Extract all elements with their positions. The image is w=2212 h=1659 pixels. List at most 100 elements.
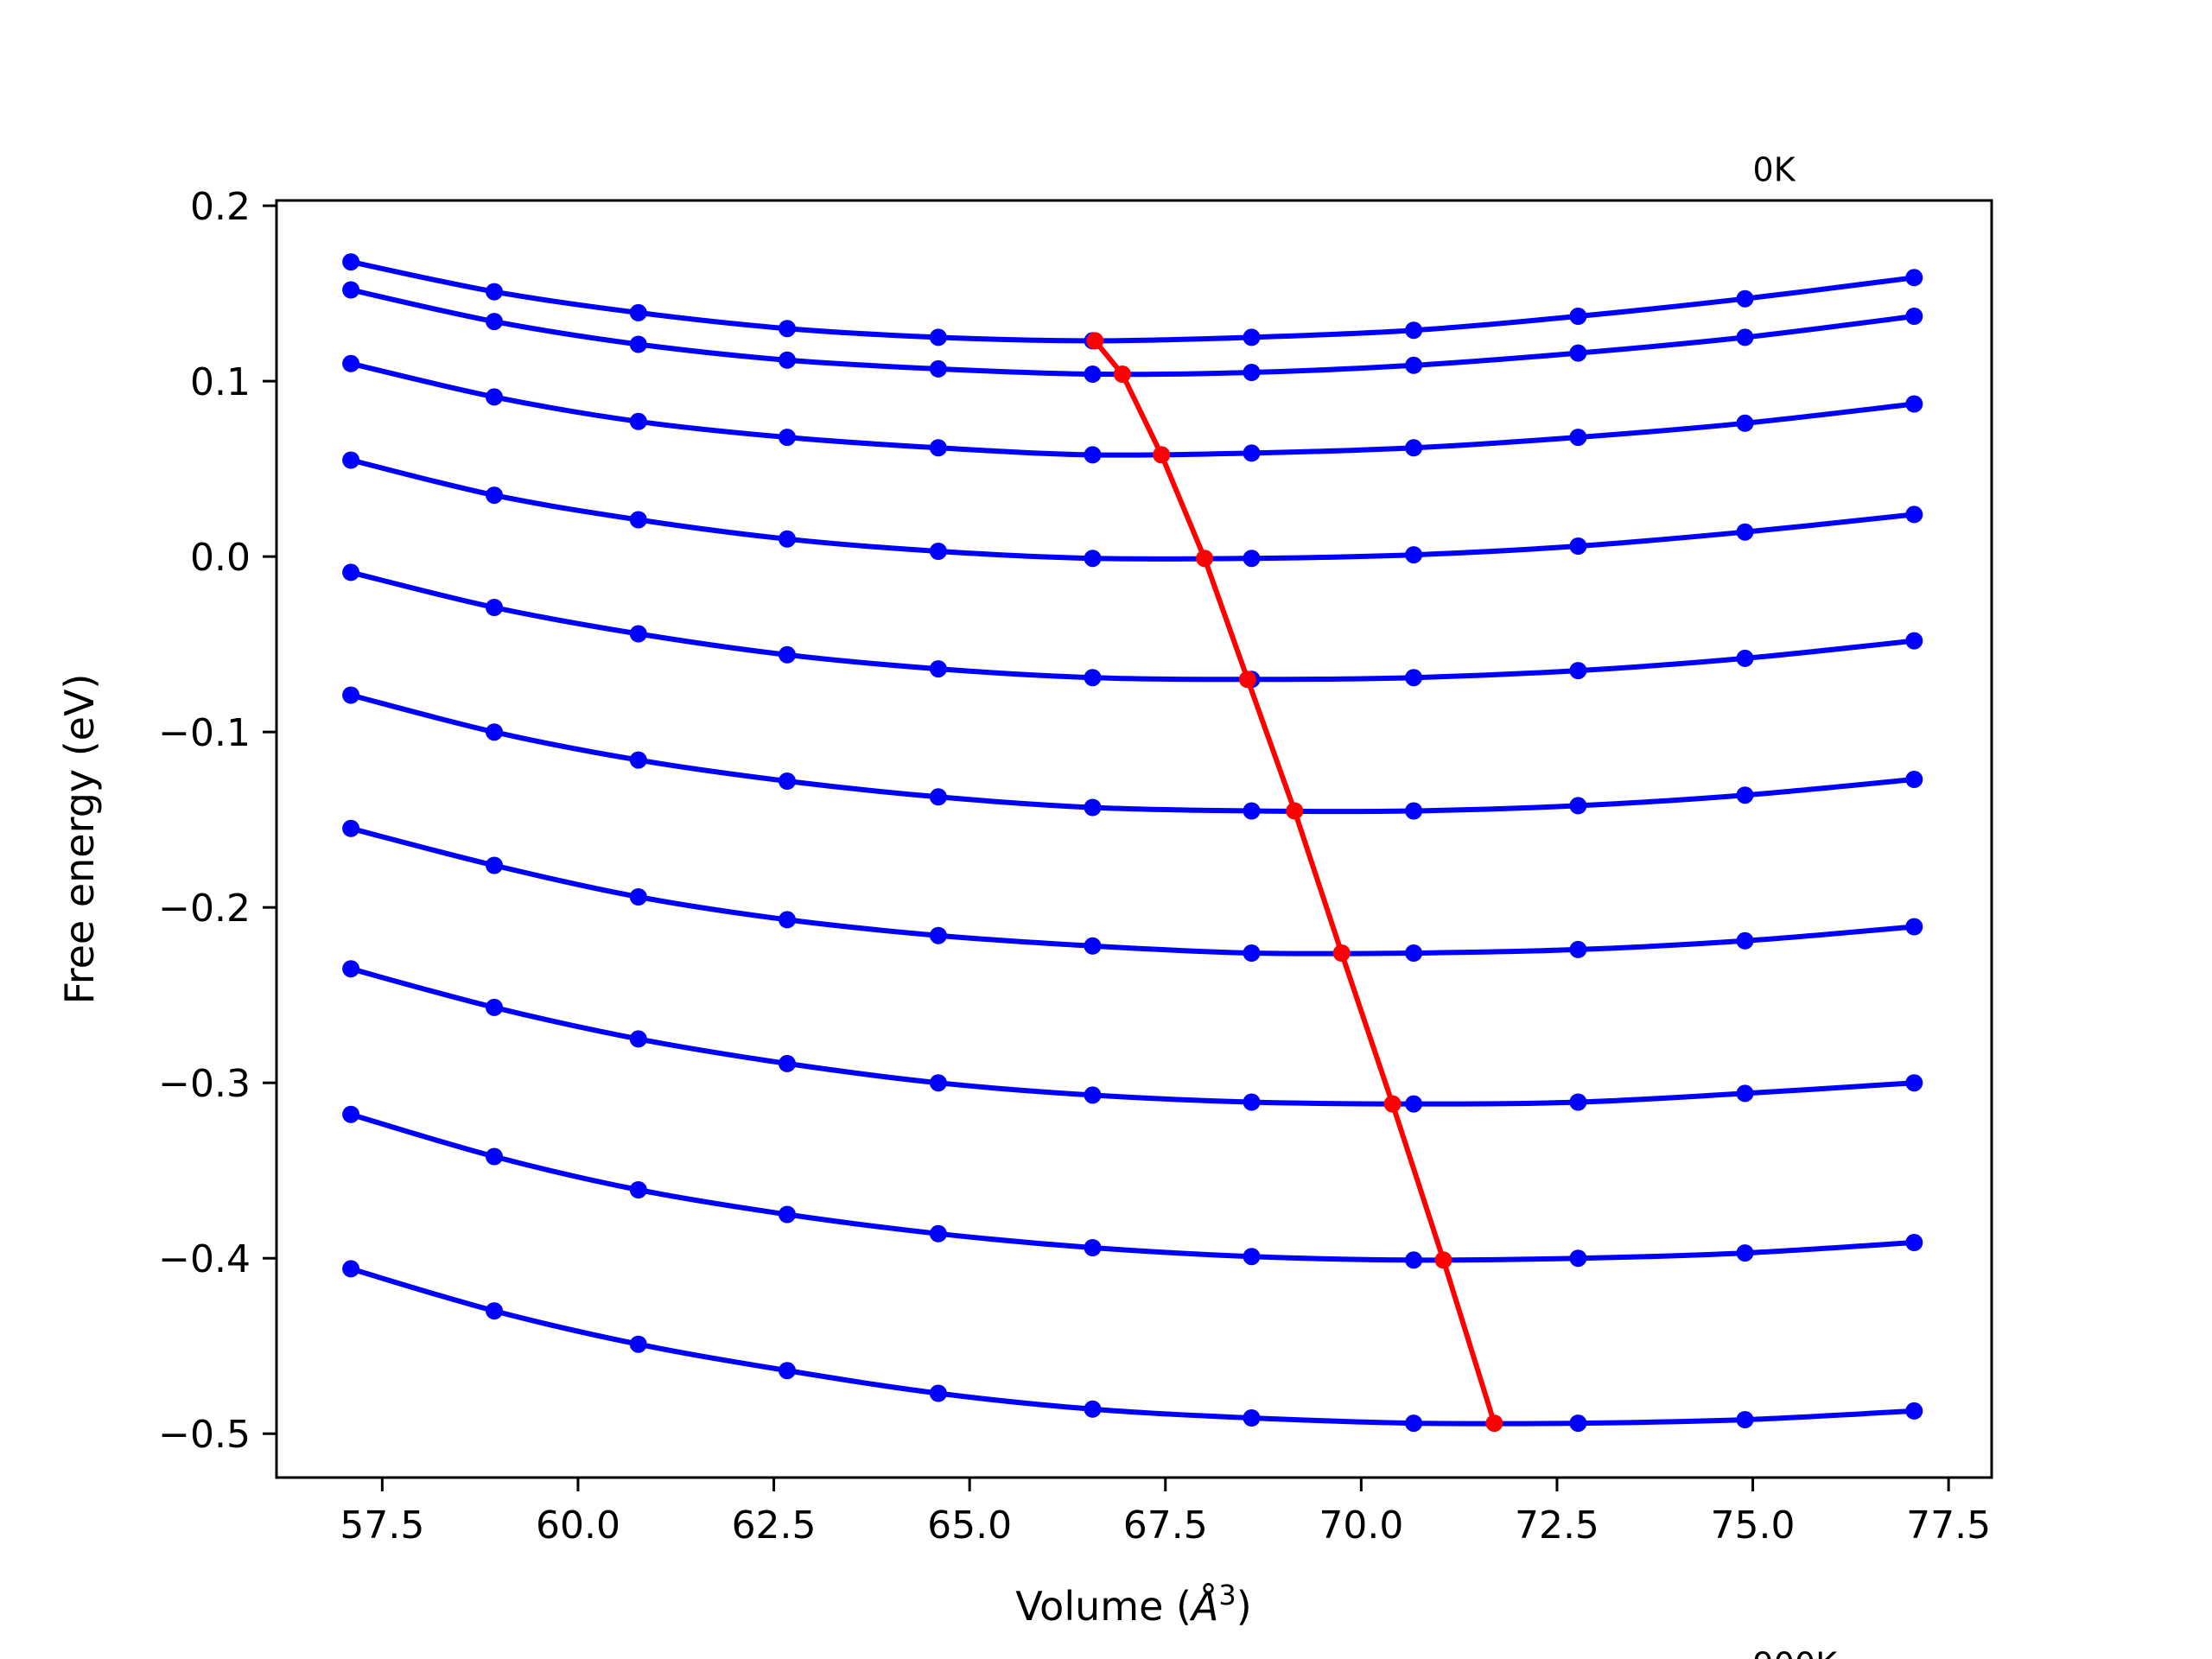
series-7-point-5	[929, 926, 947, 944]
series-2-point-7	[1243, 364, 1261, 381]
series-9-point-7	[1243, 1248, 1261, 1266]
x-tick-label: 57.5	[340, 1503, 424, 1548]
series-4-point-8	[1405, 546, 1423, 564]
y-tick-label: 0.2	[190, 185, 251, 229]
series-7-point-7	[1243, 944, 1261, 962]
series-4-point-9	[1569, 537, 1587, 555]
series-3-point-8	[1405, 439, 1423, 457]
series-8-point-2	[486, 998, 503, 1016]
series-6-point-1	[342, 686, 360, 704]
series-6-point-4	[779, 772, 796, 790]
series-1-point-5	[929, 328, 947, 346]
series-10-point-11	[1905, 1402, 1923, 1420]
x-tick-label: 77.5	[1906, 1503, 1991, 1548]
series-7-point-4	[779, 911, 796, 929]
equilibrium-point-2	[1113, 365, 1131, 383]
series-2-point-10	[1736, 328, 1754, 346]
series-8-point-9	[1569, 1093, 1587, 1111]
series-3-point-10	[1736, 414, 1754, 432]
series-7-point-9	[1569, 940, 1587, 958]
series-2-point-6	[1084, 365, 1102, 383]
series-5-point-6	[1084, 669, 1102, 687]
series-3-point-3	[629, 412, 647, 430]
series-5-point-3	[629, 625, 647, 643]
series-3-point-6	[1084, 446, 1102, 464]
series-7-point-3	[629, 888, 647, 906]
series-5-point-8	[1405, 669, 1423, 687]
series-8-point-10	[1736, 1084, 1754, 1103]
y-tick-label: −0.5	[158, 1413, 251, 1457]
x-tick-label: 65.0	[927, 1503, 1012, 1548]
y-tick-label: −0.4	[158, 1237, 251, 1281]
series-8-point-1	[342, 960, 360, 978]
series-9-point-9	[1569, 1249, 1587, 1268]
series-4-point-10	[1736, 523, 1754, 541]
series-7-point-1	[342, 819, 360, 837]
series-1-point-4	[779, 320, 796, 338]
x-tick-label: 62.5	[732, 1503, 817, 1548]
series-8-point-6	[1084, 1086, 1102, 1104]
series-8-point-11	[1905, 1074, 1923, 1092]
series-2-point-11	[1905, 308, 1923, 325]
series-3-point-5	[929, 439, 947, 457]
series-2-point-1	[342, 281, 360, 299]
x-tick-label: 72.5	[1515, 1503, 1599, 1548]
series-3-point-7	[1243, 444, 1261, 462]
series-4-point-1	[342, 451, 360, 469]
plot-area	[342, 253, 1923, 1433]
series-5-point-11	[1905, 632, 1923, 650]
series-9-point-8	[1405, 1251, 1423, 1269]
y-tick-label: 0.0	[190, 536, 251, 580]
equilibrium-point-8	[1383, 1095, 1402, 1113]
series-6-point-5	[929, 788, 947, 806]
series-3-point-11	[1905, 395, 1923, 413]
series-1-point-8	[1405, 321, 1423, 340]
series-2-point-4	[779, 351, 796, 369]
series-10-point-1	[342, 1260, 360, 1278]
series-6-point-11	[1905, 771, 1923, 788]
series-3-point-2	[486, 388, 503, 406]
series-2-point-5	[929, 359, 947, 378]
series-7-point-8	[1405, 944, 1423, 962]
series-10-point-3	[629, 1335, 647, 1353]
series-1-point-3	[629, 303, 647, 321]
series-6-point-3	[629, 751, 647, 769]
series-5-point-10	[1736, 649, 1754, 667]
series-10-point-8	[1405, 1414, 1423, 1433]
series-8-point-5	[929, 1074, 947, 1092]
annotation-1: 0K	[1753, 151, 1796, 189]
equilibrium-point-7	[1332, 944, 1351, 962]
plot-frame	[275, 199, 1993, 1479]
series-4-point-7	[1243, 550, 1261, 568]
equilibrium-point-4	[1196, 550, 1214, 568]
series-10-point-2	[486, 1302, 503, 1320]
series-1-point-10	[1736, 289, 1754, 308]
equilibrium-point-10	[1485, 1414, 1503, 1433]
series-10-point-4	[779, 1362, 796, 1380]
x-tick-label: 67.5	[1123, 1503, 1208, 1548]
series-9-point-1	[342, 1105, 360, 1123]
y-tick-label: 0.1	[190, 360, 251, 404]
series-1-point-1	[342, 253, 360, 271]
equilibrium-point-1	[1086, 332, 1104, 350]
x-axis-label-symbol: Å	[1189, 1583, 1218, 1630]
series-6-point-9	[1569, 797, 1587, 815]
annotation-2: 900K	[1753, 1645, 1839, 1659]
series-8-point-4	[779, 1054, 796, 1072]
equilibrium-point-9	[1434, 1251, 1452, 1269]
series-10-point-10	[1736, 1411, 1754, 1428]
x-tick-label: 75.0	[1711, 1503, 1796, 1548]
y-tick-label: −0.1	[158, 711, 251, 755]
series-6-point-7	[1243, 802, 1261, 820]
annotations: 0K 900K	[1753, 151, 1839, 1659]
series-7-point-6	[1084, 937, 1102, 955]
series-1-point-2	[486, 283, 503, 301]
equilibrium-point-3	[1153, 446, 1171, 464]
series-8-point-3	[629, 1030, 647, 1048]
series-4-point-6	[1084, 550, 1102, 568]
x-axis-label-text: Volume (	[1015, 1583, 1192, 1630]
series-5-point-4	[779, 645, 796, 664]
series-1-point-11	[1905, 269, 1923, 287]
series-9-point-4	[779, 1205, 796, 1224]
y-tick-label: −0.2	[158, 887, 251, 931]
